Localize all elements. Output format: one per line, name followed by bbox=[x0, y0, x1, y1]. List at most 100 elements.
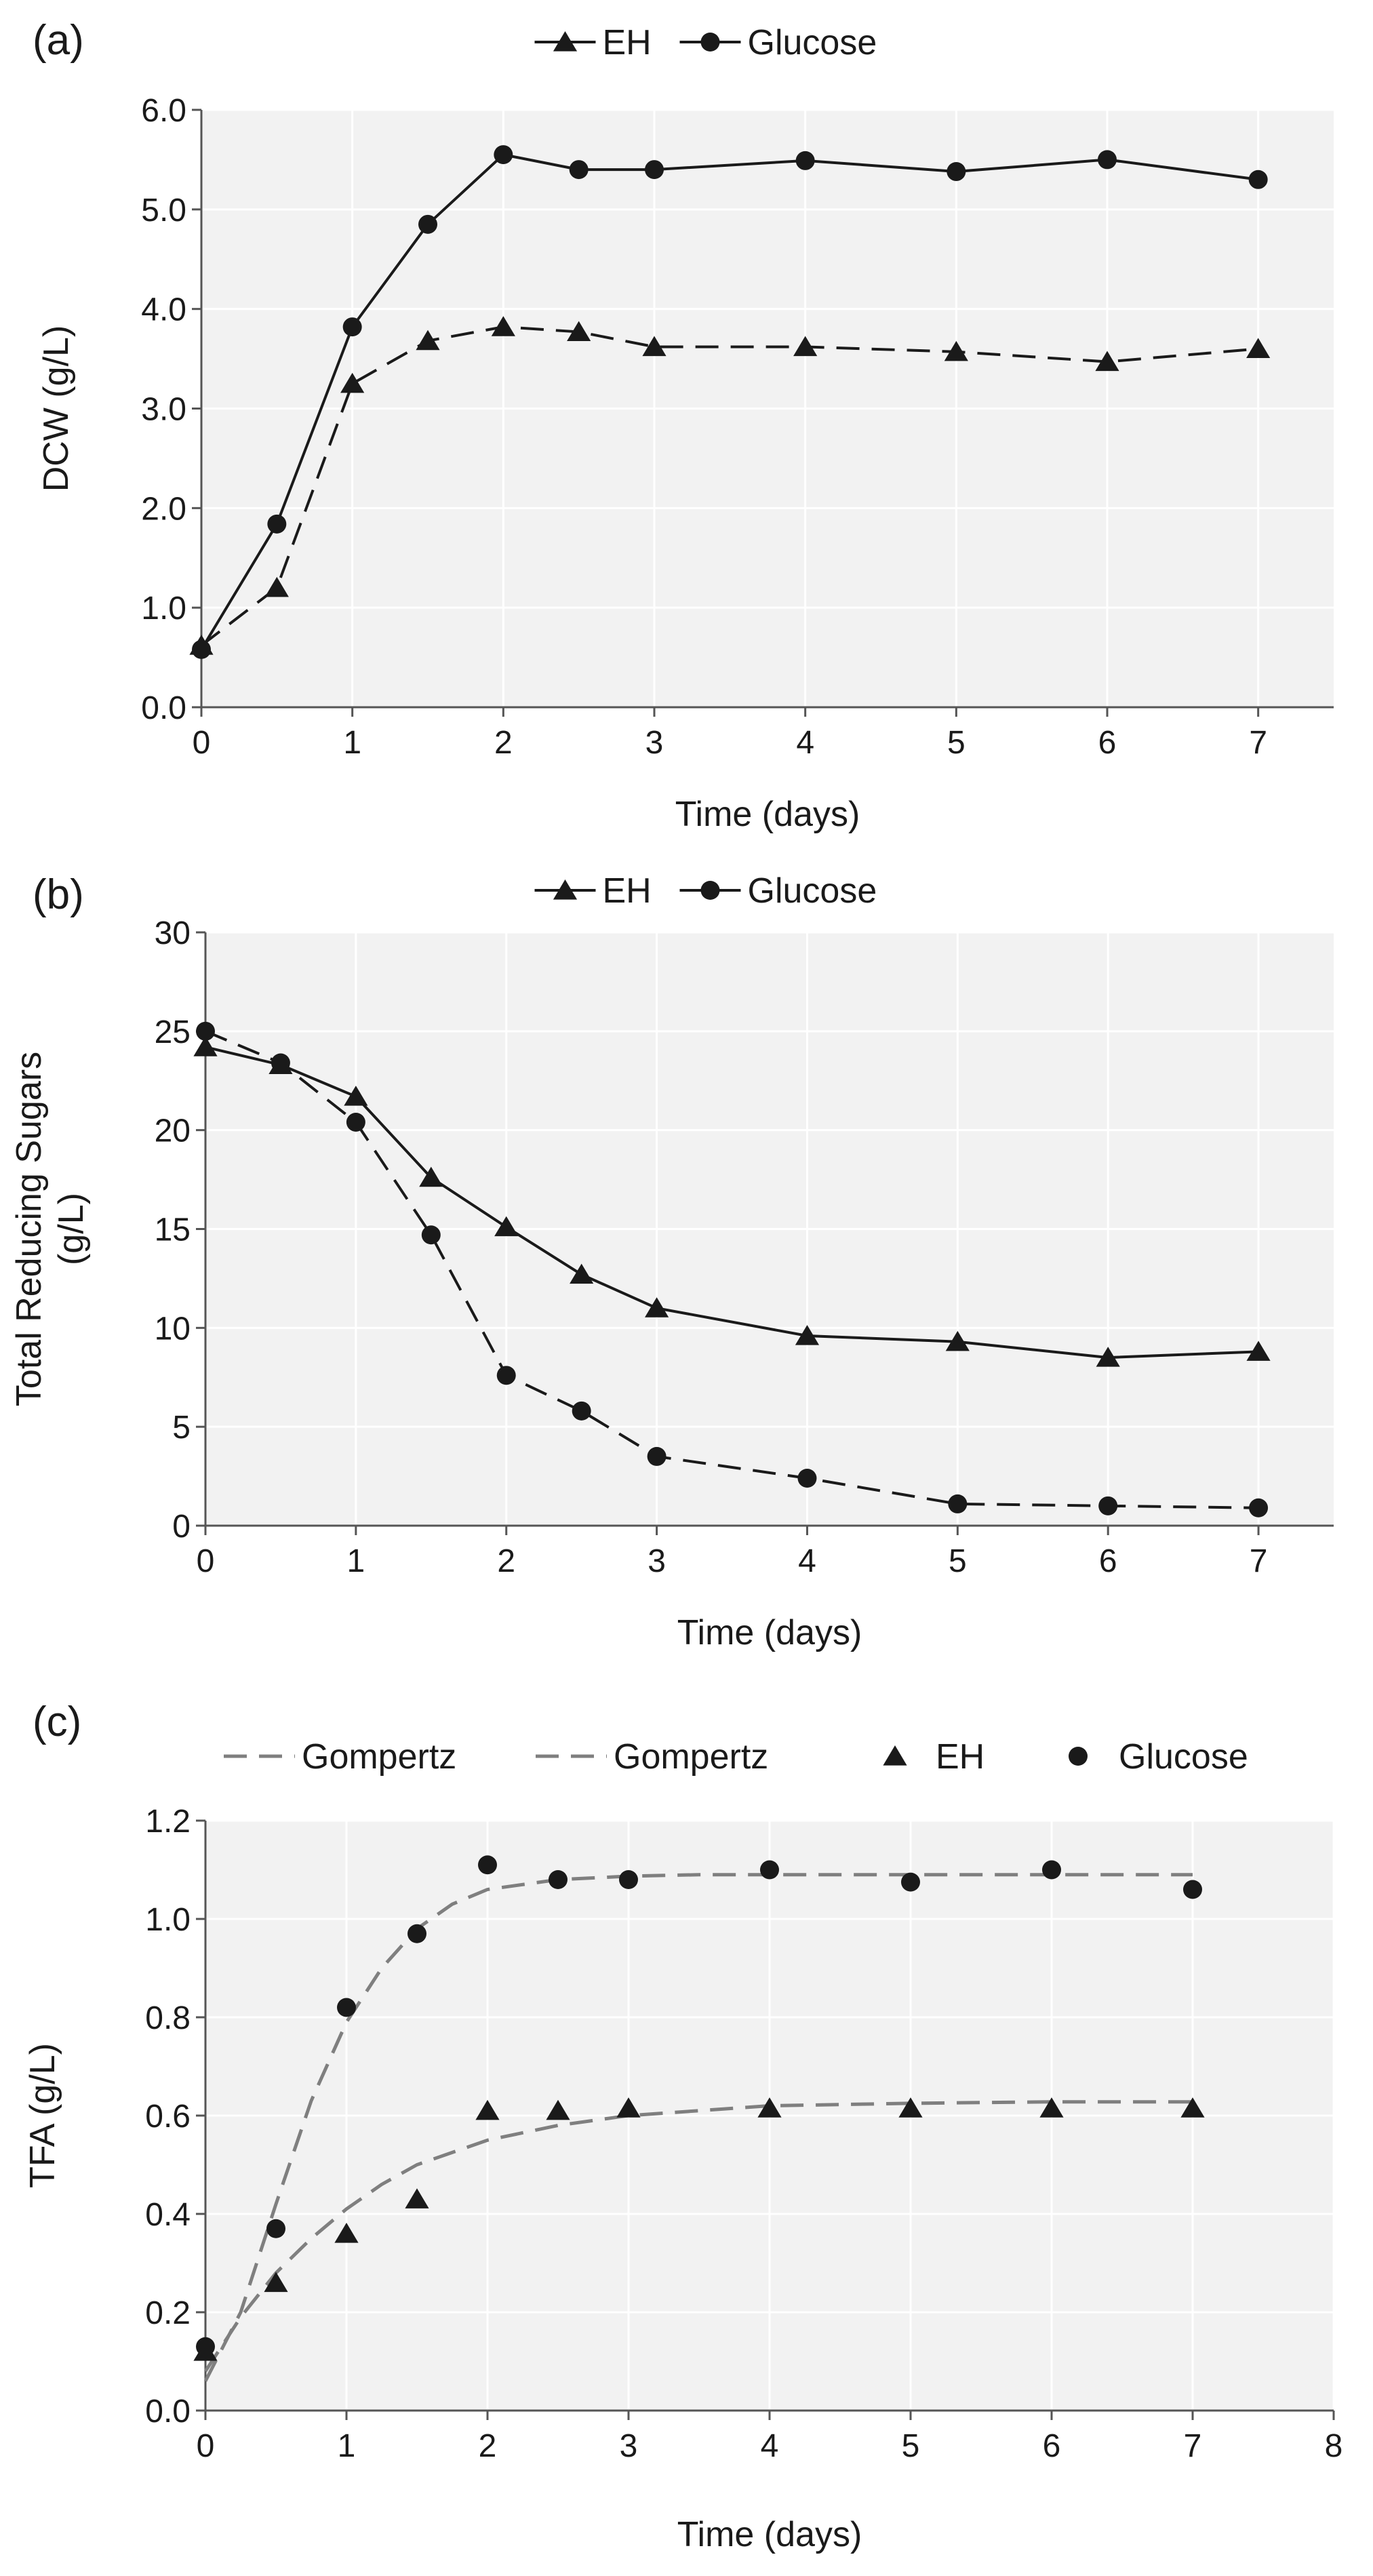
y-tick-label: 1.0 bbox=[145, 1902, 191, 1938]
y-tick-label: 20 bbox=[155, 1113, 191, 1149]
x-tick-label: 2 bbox=[494, 725, 513, 761]
y-tick-label: 1.2 bbox=[145, 1804, 191, 1840]
data-point-triangle bbox=[567, 321, 591, 342]
legend: EH Glucose bbox=[534, 871, 877, 911]
data-point-circle bbox=[619, 1870, 638, 1889]
data-point-circle bbox=[196, 2337, 215, 2356]
x-axis-title: Time (days) bbox=[675, 795, 860, 834]
legend: Gompertz Gompertz EH Glucose bbox=[224, 1737, 1248, 1777]
series-eh bbox=[193, 1036, 1271, 1367]
y-tick-label: 0.2 bbox=[145, 2295, 191, 2331]
legend-label: EH bbox=[936, 1737, 984, 1777]
data-point-circle bbox=[1042, 1860, 1061, 1880]
x-tick-label: 0 bbox=[197, 2428, 215, 2464]
x-tick-label: 5 bbox=[947, 725, 966, 761]
legend: EH Glucose bbox=[534, 23, 877, 62]
x-tick-label: 1 bbox=[347, 1543, 365, 1579]
data-point-circle bbox=[1098, 150, 1117, 170]
data-point-circle bbox=[494, 145, 513, 165]
data-point-triangle bbox=[570, 1263, 594, 1284]
data-point-circle bbox=[271, 1053, 290, 1073]
x-tick-label: 4 bbox=[798, 1543, 816, 1579]
y-axis-title-line: (g/L) bbox=[52, 1193, 91, 1265]
data-point-triangle bbox=[475, 2099, 500, 2120]
legend-swatch-triangle bbox=[883, 1745, 907, 1766]
data-point-triangle bbox=[945, 1330, 970, 1351]
data-point-triangle bbox=[1246, 338, 1271, 358]
x-tick-label: 3 bbox=[648, 1543, 666, 1579]
data-point-circle bbox=[196, 1021, 215, 1041]
y-tick-label: 0.8 bbox=[145, 2000, 191, 2036]
y-tick-label: 2.0 bbox=[141, 491, 186, 527]
y-tick-label: 25 bbox=[155, 1014, 191, 1050]
data-point-triangle bbox=[419, 1166, 443, 1187]
data-point-triangle bbox=[340, 372, 365, 393]
data-point-triangle bbox=[264, 2272, 288, 2293]
x-tick-label: 5 bbox=[902, 2428, 920, 2464]
data-point-circle bbox=[266, 2219, 285, 2238]
data-point-circle bbox=[572, 1401, 591, 1421]
data-point-triangle bbox=[645, 1297, 669, 1317]
legend-label: Gompertz bbox=[302, 1737, 456, 1777]
series-glucose bbox=[196, 1021, 1269, 1518]
series-gompertz-fit-glucose bbox=[203, 1873, 1193, 2382]
data-point-circle bbox=[478, 1855, 497, 1875]
data-point-circle bbox=[948, 1494, 968, 1513]
legend-swatch-triangle bbox=[553, 879, 578, 900]
x-tick-label: 2 bbox=[479, 2428, 497, 2464]
x-tick-label: 7 bbox=[1250, 1543, 1268, 1579]
data-point-circle bbox=[760, 1860, 779, 1880]
panel-label: (a) bbox=[33, 17, 84, 64]
legend-item-gompertz-glucose: Gompertz bbox=[536, 1737, 768, 1777]
data-point-triangle bbox=[1246, 1341, 1271, 1361]
x-tick-label: 8 bbox=[1325, 2428, 1343, 2464]
y-tick-label: 5.0 bbox=[141, 193, 186, 229]
y-axis-title-line: Total Reducing Sugars bbox=[9, 1052, 49, 1406]
legend-label: EH bbox=[603, 23, 652, 62]
data-point-circle bbox=[418, 214, 437, 234]
data-point-triangle bbox=[193, 1036, 218, 1056]
data-point-triangle bbox=[898, 2097, 923, 2118]
data-point-triangle bbox=[546, 2099, 570, 2120]
x-tick-label: 6 bbox=[1043, 2428, 1061, 2464]
data-point-triangle bbox=[334, 2223, 359, 2243]
x-tick-label: 1 bbox=[343, 725, 361, 761]
data-point-circle bbox=[1248, 170, 1268, 189]
data-point-triangle bbox=[491, 316, 515, 336]
data-point-triangle bbox=[757, 2097, 782, 2118]
panel-label: (b) bbox=[33, 871, 84, 918]
data-point-circle bbox=[549, 1870, 568, 1889]
chart-panel-c: (c) 0.0 0.2 0.4 0.6 0.8 1.0 1.2 0 1 2 3 4 5 6 7 8 Time (d… bbox=[23, 1699, 1342, 2554]
data-point-circle bbox=[346, 1113, 365, 1132]
data-point-triangle bbox=[344, 1086, 368, 1106]
data-point-circle bbox=[1098, 1496, 1118, 1515]
x-tick-label: 0 bbox=[193, 725, 211, 761]
y-tick-label: 5 bbox=[172, 1410, 191, 1446]
x-tick-label: 0 bbox=[197, 1543, 215, 1579]
y-axis-title: Total Reducing Sugars(g/L) bbox=[9, 1052, 91, 1406]
data-point-triangle bbox=[793, 336, 818, 357]
x-tick-label: 6 bbox=[1098, 725, 1117, 761]
legend-item-eh: EH bbox=[534, 23, 652, 62]
legend-swatch-circle bbox=[700, 881, 720, 900]
data-point-circle bbox=[947, 162, 966, 182]
chart-panel-a: (a) 0.0 1.0 2.0 3.0 4.0 5.0 6.0 0 1 2 3 4 5 6 7 Time (da… bbox=[33, 17, 1334, 834]
data-point-triangle bbox=[1096, 1347, 1120, 1367]
data-point-triangle bbox=[1039, 2097, 1064, 2118]
x-tick-label: 7 bbox=[1184, 2428, 1202, 2464]
y-axis-title: TFA (g/L) bbox=[23, 2043, 62, 2188]
data-point-triangle bbox=[616, 2097, 641, 2118]
series-gompertz-fit-eh bbox=[203, 2100, 1193, 2373]
data-point-circle bbox=[421, 1225, 441, 1245]
data-point-triangle bbox=[642, 336, 666, 357]
data-point-triangle bbox=[264, 576, 289, 597]
x-tick-label: 1 bbox=[338, 2428, 356, 2464]
series-eh bbox=[193, 2097, 1205, 2361]
series-glucose bbox=[192, 145, 1268, 659]
data-point-circle bbox=[496, 1366, 516, 1385]
legend-label: Glucose bbox=[748, 23, 877, 62]
data-point-circle bbox=[267, 514, 287, 534]
x-axis-title: Time (days) bbox=[677, 2515, 862, 2554]
y-tick-label: 0 bbox=[172, 1509, 191, 1545]
data-point-circle bbox=[192, 639, 211, 659]
